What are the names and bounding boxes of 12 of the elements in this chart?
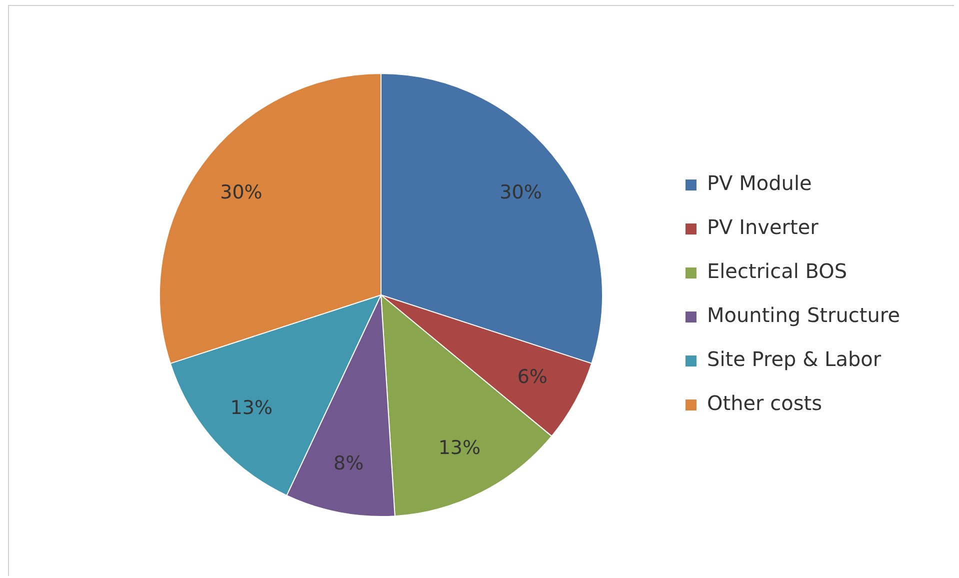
legend-label: Site Prep & Labor <box>706 347 882 372</box>
legend-label: Electrical BOS <box>706 259 848 284</box>
legend-label: PV Inverter <box>706 215 820 240</box>
data-label: 6% <box>517 366 548 388</box>
data-label: 30% <box>500 181 542 204</box>
data-label: 13% <box>230 397 273 420</box>
data-label: 8% <box>334 452 364 475</box>
data-label: 13% <box>438 436 481 459</box>
legend-label: PV Module <box>706 171 812 196</box>
legend-label: Other costs <box>706 391 822 416</box>
legend-label: Mounting Structure <box>706 303 900 328</box>
data-label: 30% <box>220 181 262 204</box>
